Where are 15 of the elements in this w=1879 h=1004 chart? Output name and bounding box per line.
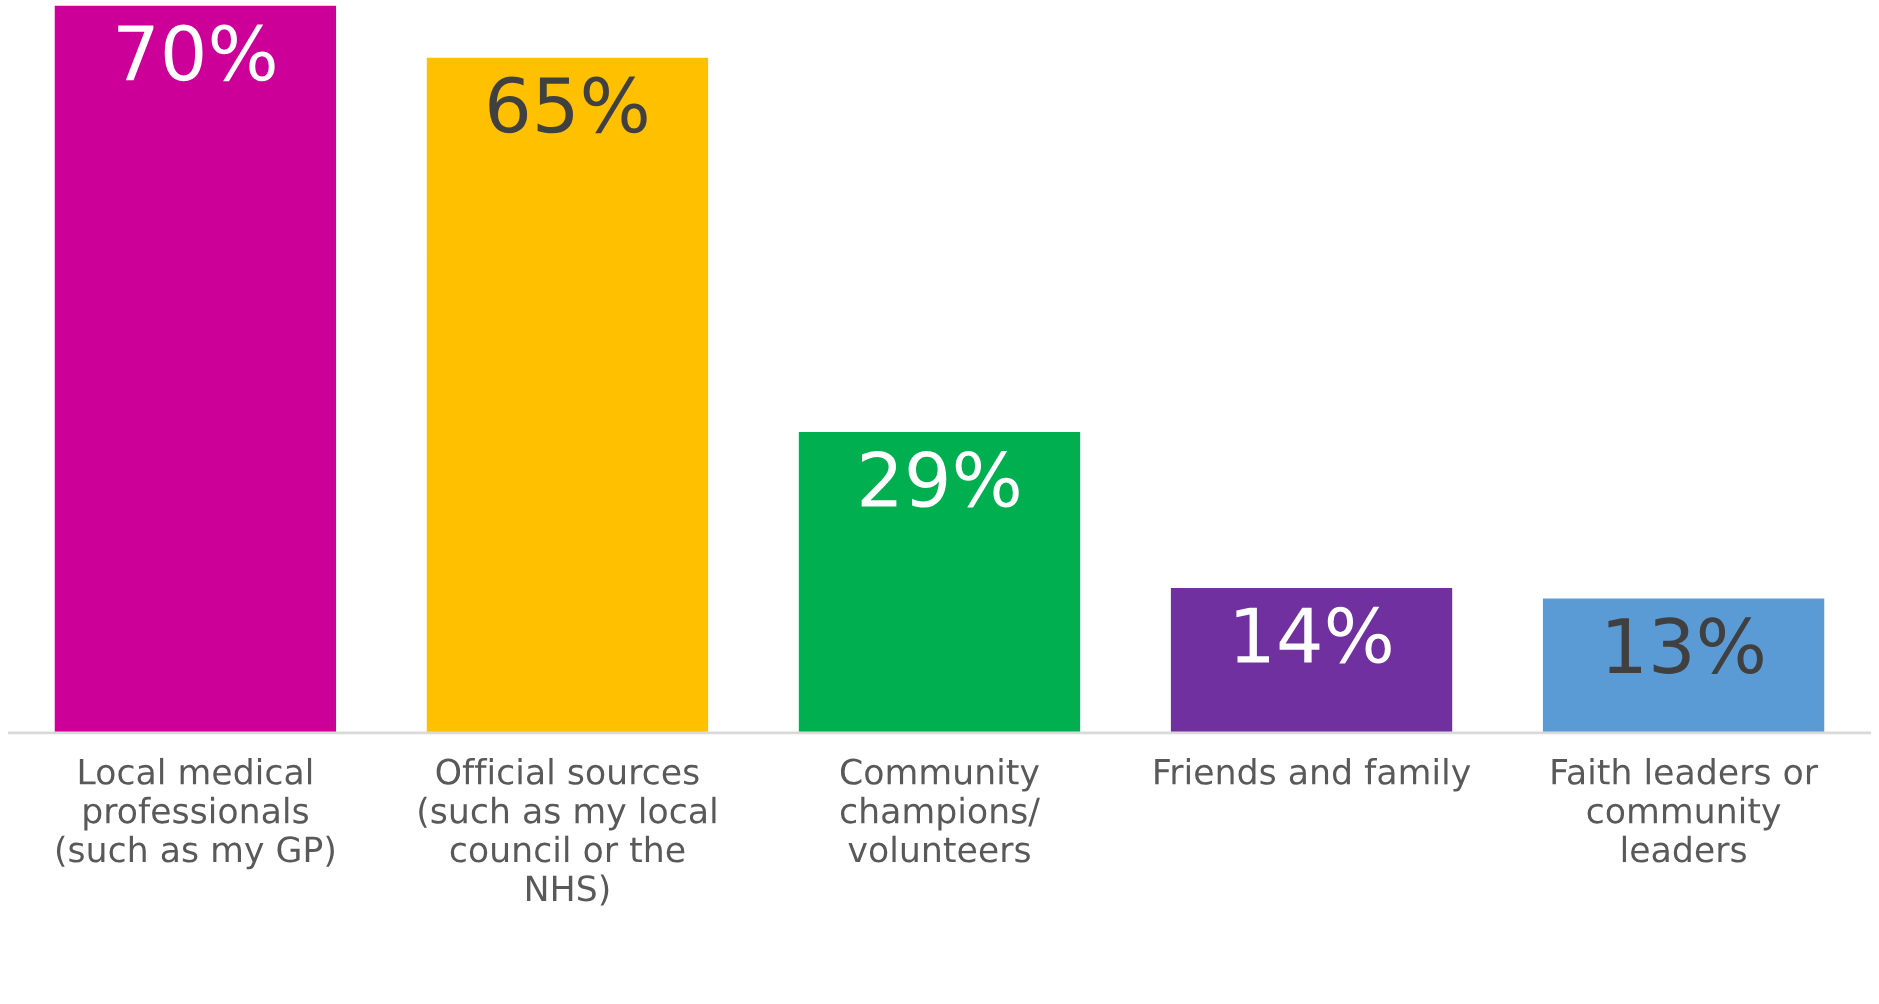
bar — [1169, 586, 1454, 733]
bar — [797, 430, 1082, 733]
x-tick-label: Local medical professionals (such as my GP) — [56, 757, 334, 870]
bar — [53, 5, 338, 733]
x-tick-label: Community champions/ volunteers — [840, 757, 1040, 863]
data-label: 70% — [118, 24, 275, 82]
bar — [425, 56, 710, 733]
data-label: 29% — [861, 450, 1019, 508]
data-label: 14% — [1236, 606, 1391, 664]
x-tick-label: Official sources (such as my local council or the NHS) — [419, 757, 716, 906]
x-tick-label: Friends and family — [1155, 757, 1471, 792]
bar — [1541, 597, 1826, 733]
data-label: 65% — [489, 76, 647, 134]
x-tick-label: Faith leaders or community leaders — [1552, 757, 1819, 863]
data-label: 13% — [1608, 617, 1763, 674]
